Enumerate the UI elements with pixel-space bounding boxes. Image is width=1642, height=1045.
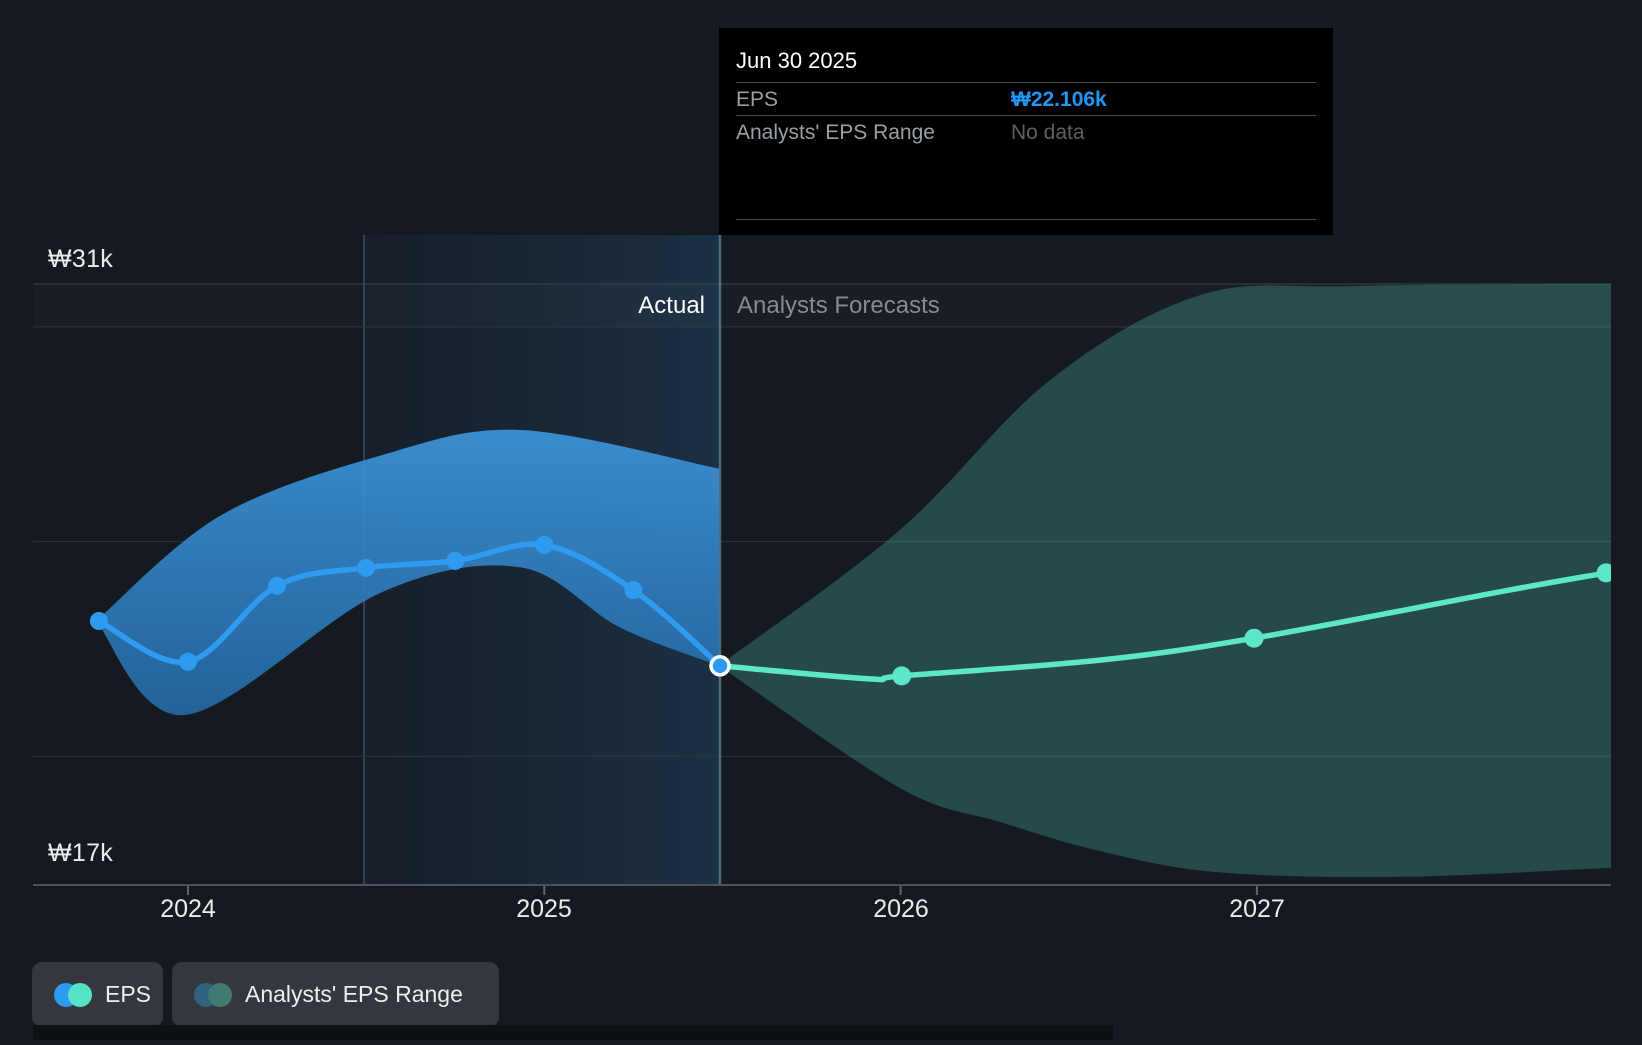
tooltip-row-eps: EPS ₩22.106k bbox=[736, 82, 1316, 116]
tooltip-row-range: Analysts' EPS Range No data bbox=[736, 115, 1316, 149]
x-tick-label-2024: 2024 bbox=[160, 895, 216, 923]
tooltip-footer-divider bbox=[736, 219, 1316, 220]
chart-tooltip: Jun 30 2025 EPS ₩22.106k Analysts' EPS R… bbox=[719, 28, 1333, 235]
x-tick-label-2026: 2026 bbox=[873, 895, 929, 923]
legend-item-eps[interactable]: EPS bbox=[32, 962, 163, 1027]
chart-legend: EPS Analysts' EPS Range bbox=[32, 962, 499, 1027]
legend-item-eps-range[interactable]: Analysts' EPS Range bbox=[172, 962, 499, 1027]
tooltip-date: Jun 30 2025 bbox=[736, 48, 858, 73]
actual-phase-label: Actual bbox=[638, 292, 705, 319]
x-tick-label-2027: 2027 bbox=[1229, 895, 1285, 923]
bottom-overlay-strip bbox=[33, 1025, 1113, 1040]
range-dual-circle-icon bbox=[194, 982, 232, 1007]
legend-range-label: Analysts' EPS Range bbox=[245, 981, 463, 1007]
tooltip-range-label: Analysts' EPS Range bbox=[736, 120, 935, 144]
y-axis-label-top: ₩31k bbox=[48, 245, 114, 273]
tooltip-eps-value: ₩22.106k bbox=[1011, 87, 1107, 111]
tooltip-range-value: No data bbox=[1011, 120, 1085, 144]
x-tick-label-2025: 2025 bbox=[516, 895, 572, 923]
y-axis-label-bottom: ₩17k bbox=[48, 839, 114, 867]
forecast-phase-label: Analysts Forecasts bbox=[737, 292, 940, 319]
legend-eps-label: EPS bbox=[105, 981, 152, 1007]
eps-dual-circle-icon bbox=[54, 982, 92, 1007]
tooltip-eps-label: EPS bbox=[736, 87, 779, 111]
